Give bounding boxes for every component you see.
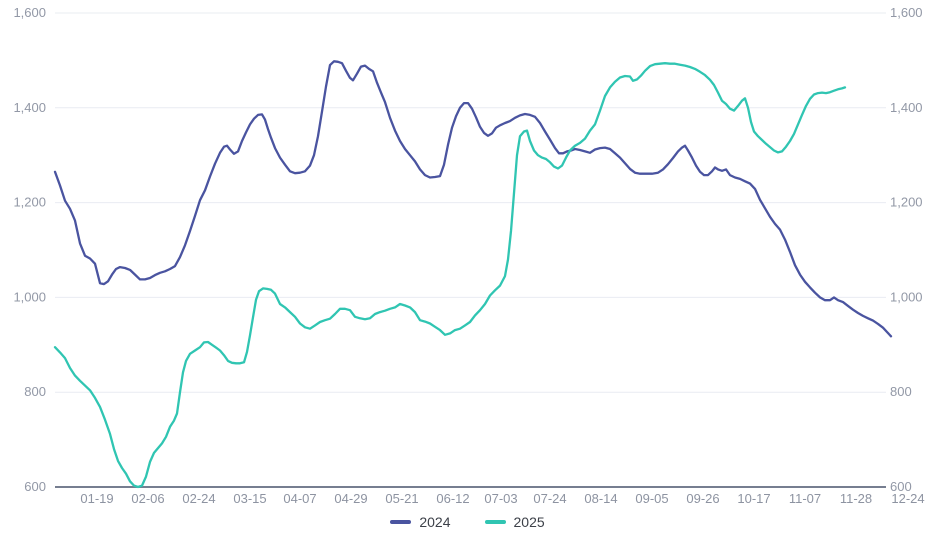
legend-item-2025[interactable]: 2025: [484, 514, 545, 530]
legend-label: 2024: [419, 514, 451, 530]
x-tick-label: 11-28: [840, 491, 872, 506]
x-tick-label: 02-24: [182, 491, 215, 506]
x-tick-label: 05-21: [385, 491, 418, 506]
y-axis-label-right: 1,200: [890, 195, 923, 210]
legend-item-2024[interactable]: 2024: [390, 514, 451, 530]
x-tick-label: 01-19: [80, 491, 113, 506]
x-tick-label: 03-15: [233, 491, 266, 506]
y-axis-label-right: 600: [890, 479, 912, 494]
y-axis-label-left: 1,000: [13, 289, 46, 304]
y-axis-label-right: 800: [890, 384, 912, 399]
x-tick-label: 06-12: [436, 491, 469, 506]
y-axis-label-left: 1,600: [13, 5, 46, 20]
y-axis-label-left: 800: [24, 384, 46, 399]
y-axis-label-right: 1,600: [890, 5, 923, 20]
y-axis-label-left: 1,400: [13, 100, 46, 115]
x-tick-label: 12-24: [891, 491, 924, 506]
x-tick-label: 04-29: [334, 491, 367, 506]
x-tick-label: 07-24: [533, 491, 566, 506]
x-tick-label: 07-03: [484, 491, 517, 506]
x-tick-label: 04-07: [283, 491, 316, 506]
y-axis-label-right: 1,400: [890, 100, 923, 115]
series-line-2024: [53, 60, 893, 338]
legend-label: 2025: [513, 514, 545, 530]
x-tick-label: 02-06: [131, 491, 164, 506]
x-tick-label: 08-14: [584, 491, 617, 506]
chart-legend: 2024 2025: [0, 514, 935, 530]
x-tick-label: 11-07: [789, 491, 821, 506]
series-line-2025: [53, 62, 847, 489]
y-axis-label-right: 1,000: [890, 289, 923, 304]
x-tick-label: 10-17: [737, 491, 770, 506]
y-axis-label-left: 1,200: [13, 195, 46, 210]
legend-swatch-2024: [390, 520, 412, 524]
legend-swatch-2025: [484, 520, 506, 524]
x-tick-label: 09-05: [635, 491, 668, 506]
x-tick-label: 09-26: [686, 491, 719, 506]
y-axis-label-left: 600: [24, 479, 46, 494]
